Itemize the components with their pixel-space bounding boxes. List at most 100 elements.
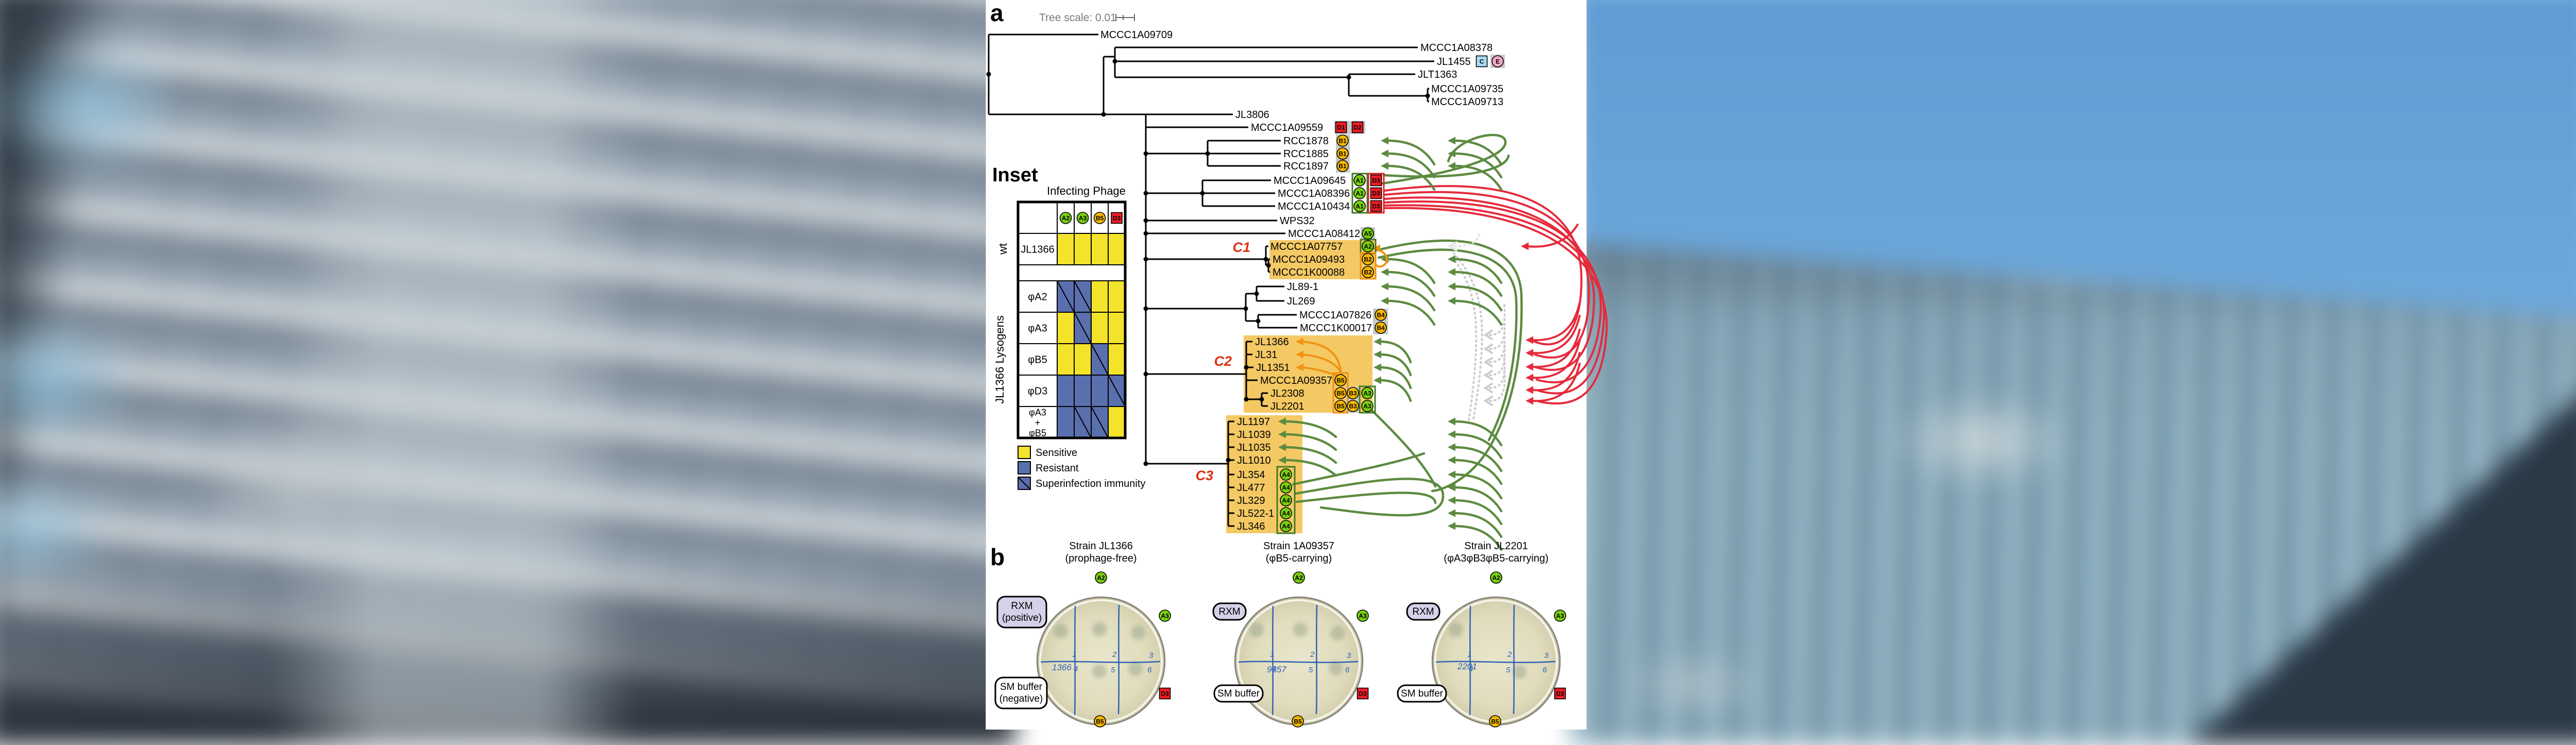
- arrow-curve: [1384, 196, 1596, 371]
- tree-tip-label: JL2308: [1270, 388, 1304, 399]
- tree-tip-label: JL1366: [1255, 336, 1289, 348]
- inset-cell-sensitive: [1108, 312, 1126, 344]
- arrow-curve: [1531, 363, 1581, 402]
- arrowhead: [1381, 137, 1388, 145]
- phage-badge-b3: B3: [1347, 387, 1359, 399]
- marker-line: [1435, 661, 1556, 663]
- arrowhead: [1448, 137, 1455, 145]
- arrow-curve: [1489, 318, 1506, 350]
- tree-node-dot: [1143, 151, 1148, 156]
- immunity-diagonal: [1091, 406, 1109, 438]
- tree-tip-label: MCCC1A08378: [1420, 42, 1493, 54]
- tree-node-dot: [1143, 231, 1148, 236]
- inset-cell-sensitive: [1091, 280, 1109, 313]
- arrow-curve: [1378, 340, 1412, 364]
- arrow-curve: [1283, 446, 1337, 464]
- arrow-curve: [1452, 164, 1503, 191]
- arrow-curve: [1452, 420, 1503, 447]
- arrow-curve: [1368, 407, 1437, 488]
- marker-line: [1315, 604, 1318, 715]
- immunity-diagonal: [1091, 343, 1109, 376]
- figure-shape: [1280, 520, 1292, 532]
- arrow-curve: [1448, 241, 1458, 251]
- sm-buffer-label: SM buffer: [1401, 688, 1444, 699]
- inset-row-label-cell: [1018, 280, 1058, 313]
- figure-text: B2: [1364, 256, 1372, 263]
- figure-text: B5: [1491, 718, 1499, 725]
- arrow-curve: [1452, 512, 1503, 538]
- arrowhead: [1296, 350, 1303, 359]
- arrowhead: [1526, 349, 1533, 357]
- sector-number: 3: [1544, 651, 1549, 660]
- tree-node-dot: [1346, 75, 1351, 80]
- tree-node-dot: [1226, 458, 1231, 463]
- arrowhead: [1374, 363, 1381, 371]
- figure-shape: [1370, 200, 1382, 212]
- arrowhead: [1374, 337, 1381, 346]
- arrowhead: [1526, 386, 1533, 394]
- figure-shape: [1362, 227, 1374, 240]
- phage-badge-a2: A2: [1059, 212, 1072, 224]
- figure-text: A4: [1282, 510, 1290, 517]
- figure-text: A2: [1295, 574, 1303, 581]
- figure-shape: [1059, 212, 1072, 224]
- legend-swatch-sensitive: [1018, 446, 1031, 459]
- phage-badge-a2: A2: [1490, 571, 1502, 584]
- sector-number: 1: [1072, 650, 1076, 659]
- phage-badge-d3: D3: [1370, 200, 1382, 212]
- figure-shape: [1292, 715, 1304, 727]
- arrow-curve: [1375, 239, 1523, 493]
- figure-text: B2: [1364, 268, 1372, 276]
- phage-badge-b4: B4: [1375, 309, 1387, 321]
- figure-text: D3: [1161, 690, 1169, 697]
- sm-buffer-label: (negative): [999, 693, 1043, 704]
- figure-shape: [1159, 609, 1171, 622]
- phage-badge-a2: A2: [1293, 571, 1305, 584]
- inset-lysogens-label: JL1366 Lysogens: [993, 315, 1006, 404]
- arrow-curve: [1378, 379, 1412, 402]
- plate-title: Strain JL1366: [1069, 540, 1132, 552]
- figure-text: B3: [1349, 402, 1357, 410]
- tree-node-dot: [986, 72, 991, 77]
- arrow-curve: [1489, 344, 1506, 376]
- phage-badge-a3: A3: [1361, 400, 1374, 412]
- tree-tip-label: JL3806: [1235, 109, 1269, 121]
- phage-badge-a4: A4: [1280, 468, 1292, 481]
- tree-node-dot: [1143, 257, 1148, 262]
- arrowhead: [1381, 282, 1388, 291]
- figure-shape: [1076, 212, 1089, 224]
- plaque-spot: [1092, 664, 1107, 679]
- figure-text: A3: [1363, 390, 1371, 397]
- figure-text: D3: [1113, 214, 1121, 222]
- arrow-curve: [1483, 383, 1493, 393]
- tree-tip-label: MCCC1A08396: [1278, 188, 1350, 199]
- figure-shape: [1370, 174, 1382, 187]
- figure-shape: [1357, 687, 1369, 700]
- tree-tip-label: JL1351: [1256, 362, 1290, 374]
- arrow-curve: [1301, 353, 1342, 375]
- rxm-label: RXM: [1011, 601, 1032, 612]
- figure-shape: [1476, 55, 1488, 67]
- arrowhead: [1448, 430, 1455, 438]
- arrow-curve: [1531, 329, 1581, 368]
- phage-badge-a1: A1: [1353, 200, 1366, 212]
- sector-number: 5: [1111, 666, 1115, 674]
- arrow-curve: [1382, 154, 1510, 178]
- phage-badge-a4: A4: [1280, 494, 1292, 506]
- figure-shape: [1375, 321, 1387, 334]
- arrow-curve: [1385, 258, 1436, 284]
- figure-shape: [1554, 687, 1566, 700]
- plaque-spot: [1449, 622, 1463, 637]
- arrowhead: [1448, 456, 1455, 464]
- sm-buffer-label: SM buffer: [1000, 682, 1043, 692]
- inset-cell-sensitive: [1074, 233, 1092, 265]
- figure-shape: [1093, 212, 1106, 224]
- sector-number: 4: [1074, 665, 1078, 673]
- arrow-curve: [1531, 340, 1581, 379]
- figure-panel: a Tree scale: 0.01 C1 C2 C3 MCCC1A09709 MCCC1A…: [986, 0, 1608, 730]
- arrow-curve: [1452, 299, 1503, 326]
- figure-shape: [1375, 309, 1387, 321]
- arrow-curve: [1283, 420, 1337, 438]
- phage-badge-b5: B5: [1094, 715, 1106, 727]
- figure-text: E: [1496, 58, 1500, 65]
